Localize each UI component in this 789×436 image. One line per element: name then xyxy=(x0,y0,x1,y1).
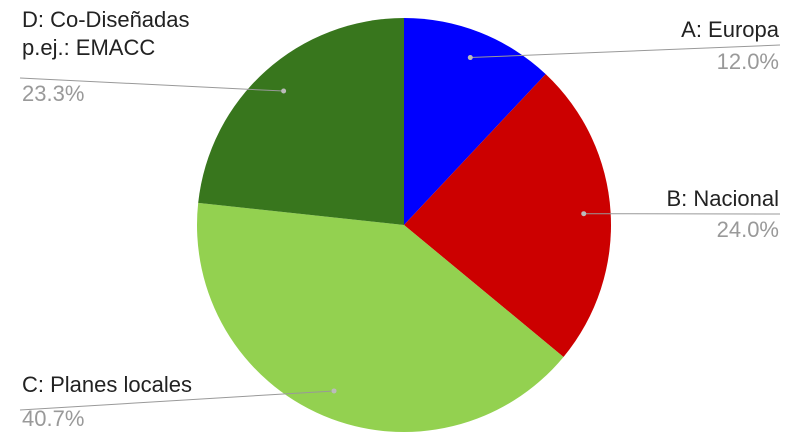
leader-line xyxy=(470,44,781,59)
slice-value-label: 40.7% xyxy=(22,406,85,431)
slice-label: D: Co-Diseñadas p.ej.: EMACC xyxy=(22,7,190,60)
leader-line xyxy=(19,77,284,92)
slice-label: B: Nacional xyxy=(666,186,779,211)
slice-label: A: Europa xyxy=(681,17,779,42)
slice-label: C: Planes locales xyxy=(22,372,192,397)
slice-value-label: 12.0% xyxy=(716,49,779,74)
leader-dot xyxy=(281,88,287,94)
leader-line xyxy=(19,390,335,411)
pie-slice xyxy=(404,74,611,357)
pie-slice xyxy=(197,202,564,432)
slice-value-label: 23.3% xyxy=(22,81,85,106)
leader-dot xyxy=(581,211,587,217)
slice-value-label: 24.0% xyxy=(716,217,779,242)
leader-dot xyxy=(331,388,337,394)
pie-slice xyxy=(404,18,546,225)
leader-dot xyxy=(467,55,473,61)
pie-slice xyxy=(198,18,404,225)
